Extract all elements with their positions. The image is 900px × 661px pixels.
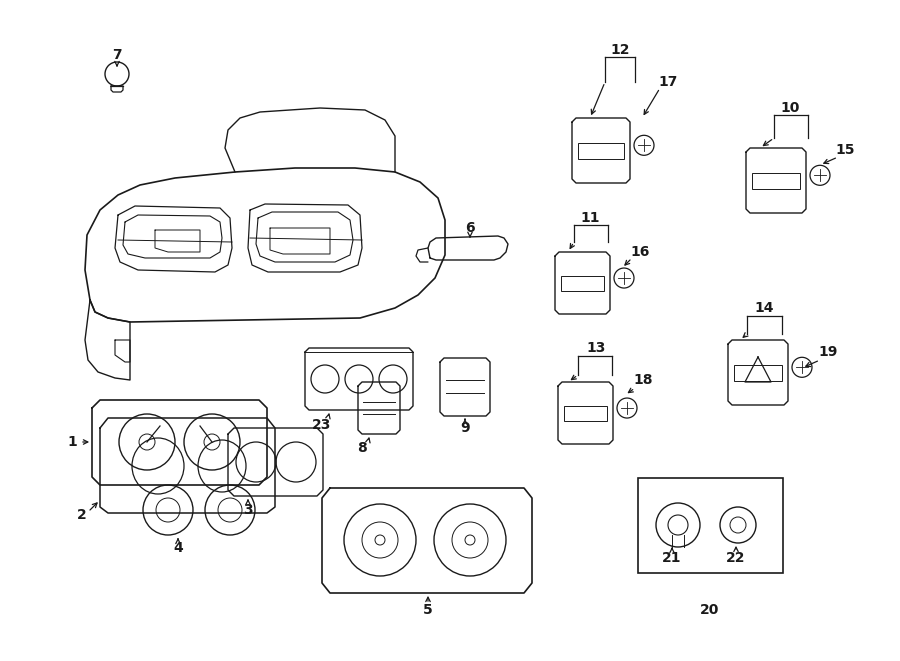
Text: 4: 4 — [173, 541, 183, 555]
Text: 23: 23 — [312, 418, 332, 432]
Text: 15: 15 — [835, 143, 855, 157]
Text: 5: 5 — [423, 603, 433, 617]
Text: 18: 18 — [634, 373, 652, 387]
Text: 14: 14 — [754, 301, 774, 315]
Text: 19: 19 — [818, 345, 838, 359]
Text: 8: 8 — [357, 441, 367, 455]
Text: 3: 3 — [243, 503, 253, 517]
Bar — [638, 478, 783, 573]
Bar — [752, 173, 800, 189]
Text: 7: 7 — [112, 48, 122, 62]
Text: 10: 10 — [780, 101, 800, 115]
Text: 17: 17 — [658, 75, 678, 89]
Text: 9: 9 — [460, 421, 470, 435]
Bar — [564, 406, 607, 421]
Text: 2: 2 — [77, 508, 87, 522]
Text: 20: 20 — [700, 603, 720, 617]
Text: 16: 16 — [630, 245, 650, 259]
Text: 21: 21 — [662, 551, 682, 565]
Bar — [734, 365, 782, 381]
Text: 22: 22 — [726, 551, 746, 565]
Text: 1: 1 — [68, 435, 76, 449]
Bar — [578, 143, 624, 159]
Text: 12: 12 — [610, 43, 630, 57]
Text: 11: 11 — [580, 211, 599, 225]
Text: 6: 6 — [465, 221, 475, 235]
Text: 13: 13 — [586, 341, 606, 355]
Bar — [561, 276, 604, 291]
